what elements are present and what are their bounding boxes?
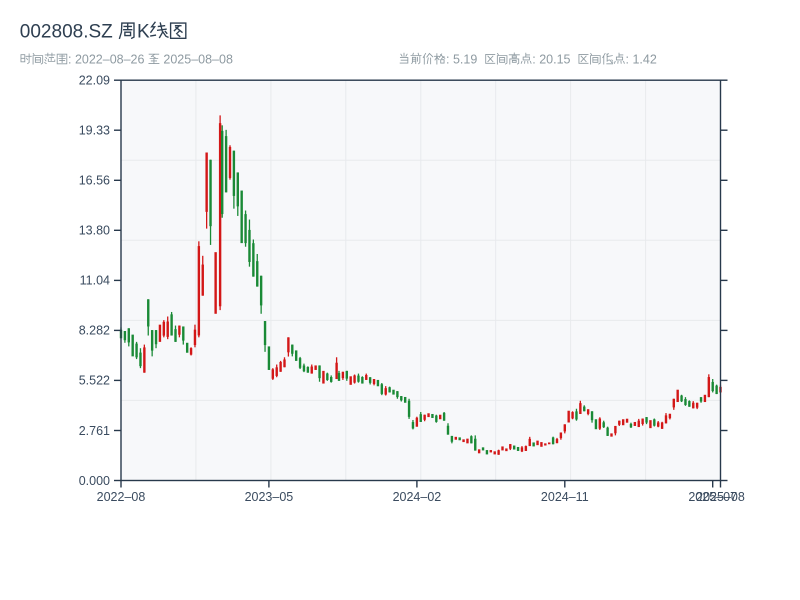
svg-text:: 2022–08–26: : 2022–08–26 [68,52,148,66]
svg-text:2025–08: 2025–08 [696,490,745,504]
svg-text:22.09: 22.09 [79,74,110,88]
svg-text:8.282: 8.282 [79,324,110,338]
svg-text:2024–02: 2024–02 [393,490,442,504]
svg-text:: 1.42: : 1.42 [626,52,657,66]
svg-text:002808.SZ: 002808.SZ [20,22,113,43]
svg-text:K: K [137,22,150,43]
svg-text:: 20.15: : 20.15 [532,52,570,66]
svg-text:2023–05: 2023–05 [245,490,294,504]
svg-text:2.761: 2.761 [79,424,110,438]
svg-text:2024–11: 2024–11 [541,490,589,504]
svg-text:11.04: 11.04 [80,274,110,288]
svg-text:2022–08: 2022–08 [97,490,146,504]
svg-text:13.80: 13.80 [79,224,110,238]
svg-text:16.56: 16.56 [79,174,110,188]
svg-text:2025–07: 2025–07 [688,490,737,504]
svg-text:0.000: 0.000 [79,474,110,488]
svg-text:5.522: 5.522 [79,374,110,388]
svg-text:19.33: 19.33 [79,124,110,138]
svg-text:2025–08–08: 2025–08–08 [160,52,233,66]
svg-text:: 5.19: : 5.19 [446,52,477,66]
